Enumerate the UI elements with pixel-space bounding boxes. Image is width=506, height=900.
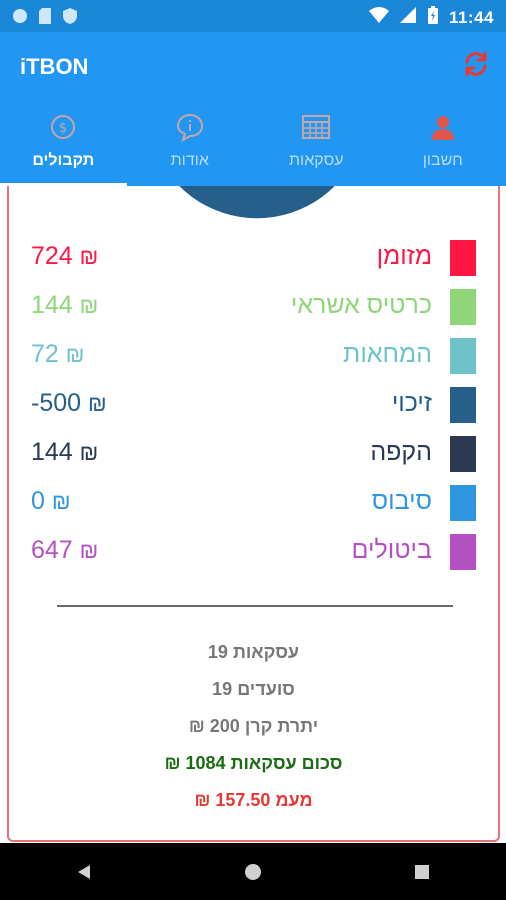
calendar-grid-icon: [301, 112, 331, 142]
divider: [57, 605, 453, 607]
legend-amount: 72: [31, 340, 59, 368]
pie-chart: [137, 186, 377, 226]
tab-about-label: אודות: [170, 152, 209, 169]
svg-text:$: $: [59, 121, 67, 136]
tab-bar: $ תקבולים אודות עסקאות חשבון: [0, 102, 506, 186]
legend-value: 144 ₪: [31, 438, 106, 467]
legend-row-tip: סיבוס 0 ₪: [9, 483, 498, 523]
home-button[interactable]: [223, 852, 283, 892]
tab-transactions-label: עסקאות: [289, 152, 344, 169]
info-bubble-icon: [175, 112, 205, 142]
legend-currency: ₪: [79, 440, 99, 465]
legend-amount: 144: [31, 291, 73, 319]
legend-currency: ₪: [51, 489, 71, 514]
legend-amount: 144: [31, 438, 73, 466]
recents-button[interactable]: [392, 852, 452, 892]
summary: עסקאות 19 סועדים 19 יתרת קרן 200 ₪ סכום …: [9, 642, 498, 827]
legend-swatch: [450, 289, 476, 325]
legend-row-direct-debit: הקפה 144 ₪: [9, 434, 498, 474]
legend-amount: -500: [31, 389, 82, 417]
legend-amount: 647: [31, 536, 73, 564]
legend-row-cash: מזומן 724 ₪: [9, 238, 498, 278]
cell-signal-icon: [399, 6, 417, 29]
navigation-bar: [0, 843, 506, 900]
legend-swatch: [450, 387, 476, 423]
legend-label: זיכוי: [391, 389, 432, 417]
status-bar: 11:44: [0, 0, 506, 32]
legend-currency: ₪: [79, 293, 99, 318]
legend-row-refund: זיכוי -500 ₪: [9, 385, 498, 425]
battery-icon: [427, 5, 439, 30]
legend-swatch: [450, 534, 476, 570]
status-time: 11:44: [448, 7, 494, 27]
person-icon: [429, 112, 457, 142]
tab-receipts-label: תקבולים: [32, 152, 95, 169]
legend-value: 724 ₪: [31, 242, 106, 271]
summary-fund-balance: יתרת קרן 200 ₪: [188, 716, 319, 736]
legend-row-credit: כרטיס אשראי 144 ₪: [9, 287, 498, 327]
summary-transactions: עסקאות 19: [207, 642, 300, 662]
app-title: iTBON: [20, 54, 89, 79]
legend-row-checks: המחאות 72 ₪: [9, 336, 498, 376]
wifi-icon: [368, 6, 389, 29]
legend-label: הקפה: [370, 438, 432, 466]
legend-row-cancellations: ביטולים 647 ₪: [9, 532, 498, 572]
legend-label: המחאות: [343, 340, 432, 368]
legend-amount: 724: [31, 242, 73, 270]
summary-diners: סועדים 19: [212, 679, 295, 699]
refresh-icon: [462, 50, 490, 83]
legend-amount: 0: [31, 487, 45, 515]
receipts-card: מזומן 724 ₪ כרטיס אשראי 144 ₪ המחאות 72 …: [7, 186, 500, 842]
tab-about[interactable]: אודות: [127, 102, 254, 186]
legend-currency: ₪: [79, 244, 99, 269]
shield-icon: [62, 7, 78, 30]
legend-label: סיבוס: [371, 487, 432, 515]
legend-swatch: [450, 240, 476, 276]
status-left-icons: [12, 7, 78, 30]
summary-vat: מעמ 157.50 ₪: [194, 790, 313, 810]
legend-value: 647 ₪: [31, 536, 106, 565]
pie-slice-refund: [179, 186, 335, 219]
legend-label: כרטיס אשראי: [290, 291, 432, 319]
legend-value: 144 ₪: [31, 291, 106, 320]
summary-total: סכום עסקאות 1084 ₪: [164, 753, 343, 773]
legend-value: -500 ₪: [31, 389, 115, 418]
tab-account-label: חשבון: [422, 152, 463, 169]
legend-value: 0 ₪: [31, 487, 79, 516]
recents-square-icon: [414, 864, 429, 879]
dollar-circle-icon: $: [49, 112, 77, 142]
legend-label: ביטולים: [351, 536, 432, 564]
sd-card-icon: [38, 7, 52, 30]
tab-account[interactable]: חשבון: [380, 102, 506, 186]
legend-value: 72 ₪: [31, 340, 92, 369]
back-triangle-icon: [78, 864, 91, 879]
tab-transactions[interactable]: עסקאות: [253, 102, 380, 186]
app-bar: iTBON: [0, 32, 506, 102]
legend-label: מזומן: [376, 242, 432, 270]
back-button[interactable]: [54, 852, 114, 892]
home-circle-icon: [244, 863, 261, 880]
legend-currency: ₪: [88, 391, 107, 416]
legend-currency: ₪: [65, 342, 85, 367]
legend-swatch: [450, 436, 476, 472]
tab-receipts[interactable]: $ תקבולים: [0, 102, 127, 186]
legend-swatch: [450, 338, 476, 374]
refresh-button[interactable]: [460, 50, 492, 82]
status-right-icons: 11:44: [368, 5, 494, 30]
circle-notification-icon: [12, 8, 28, 29]
legend-swatch: [450, 485, 476, 521]
legend-currency: ₪: [79, 538, 99, 563]
